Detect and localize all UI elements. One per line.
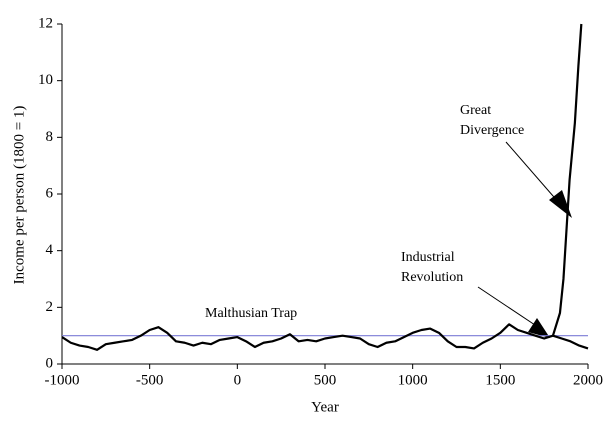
y-tick-label: 6 xyxy=(46,185,54,201)
annotation-industrial-revolution: Industrial Revolution xyxy=(401,250,550,338)
arrow-head xyxy=(528,318,550,338)
annotation-great-divergence: Great Divergence xyxy=(460,103,572,218)
annotation-malthusian-trap: Malthusian Trap xyxy=(205,306,297,321)
x-tick-label: 2000 xyxy=(573,372,603,388)
x-tick-label: 1000 xyxy=(398,372,428,388)
x-tick-label: 0 xyxy=(234,372,242,388)
y-tick-label: 0 xyxy=(46,355,54,371)
x-tick-label: 1500 xyxy=(485,372,515,388)
x-tick-label: 500 xyxy=(314,372,337,388)
y-tick-label: 2 xyxy=(46,299,54,315)
annotation-line: Revolution xyxy=(401,270,463,285)
arrow-line xyxy=(477,286,539,328)
y-tick-label: 12 xyxy=(38,15,53,31)
y-tick-label: 10 xyxy=(38,72,53,88)
x-tick-label: -500 xyxy=(136,372,164,388)
y-tick-label: 4 xyxy=(46,242,54,258)
annotation-line: Great xyxy=(460,103,491,118)
x-tick-label: -1000 xyxy=(45,372,80,388)
annotation-line: Industrial xyxy=(401,250,455,265)
annotation-line: Divergence xyxy=(460,123,524,138)
arrow-line xyxy=(505,141,561,205)
x-axis-label: Year xyxy=(311,399,339,415)
data-line xyxy=(61,323,589,351)
y-axis-label: Income per person (1800 = 1) xyxy=(11,106,27,285)
arrow-head xyxy=(549,190,572,218)
data-line xyxy=(551,23,583,336)
y-tick-label: 8 xyxy=(46,129,54,145)
